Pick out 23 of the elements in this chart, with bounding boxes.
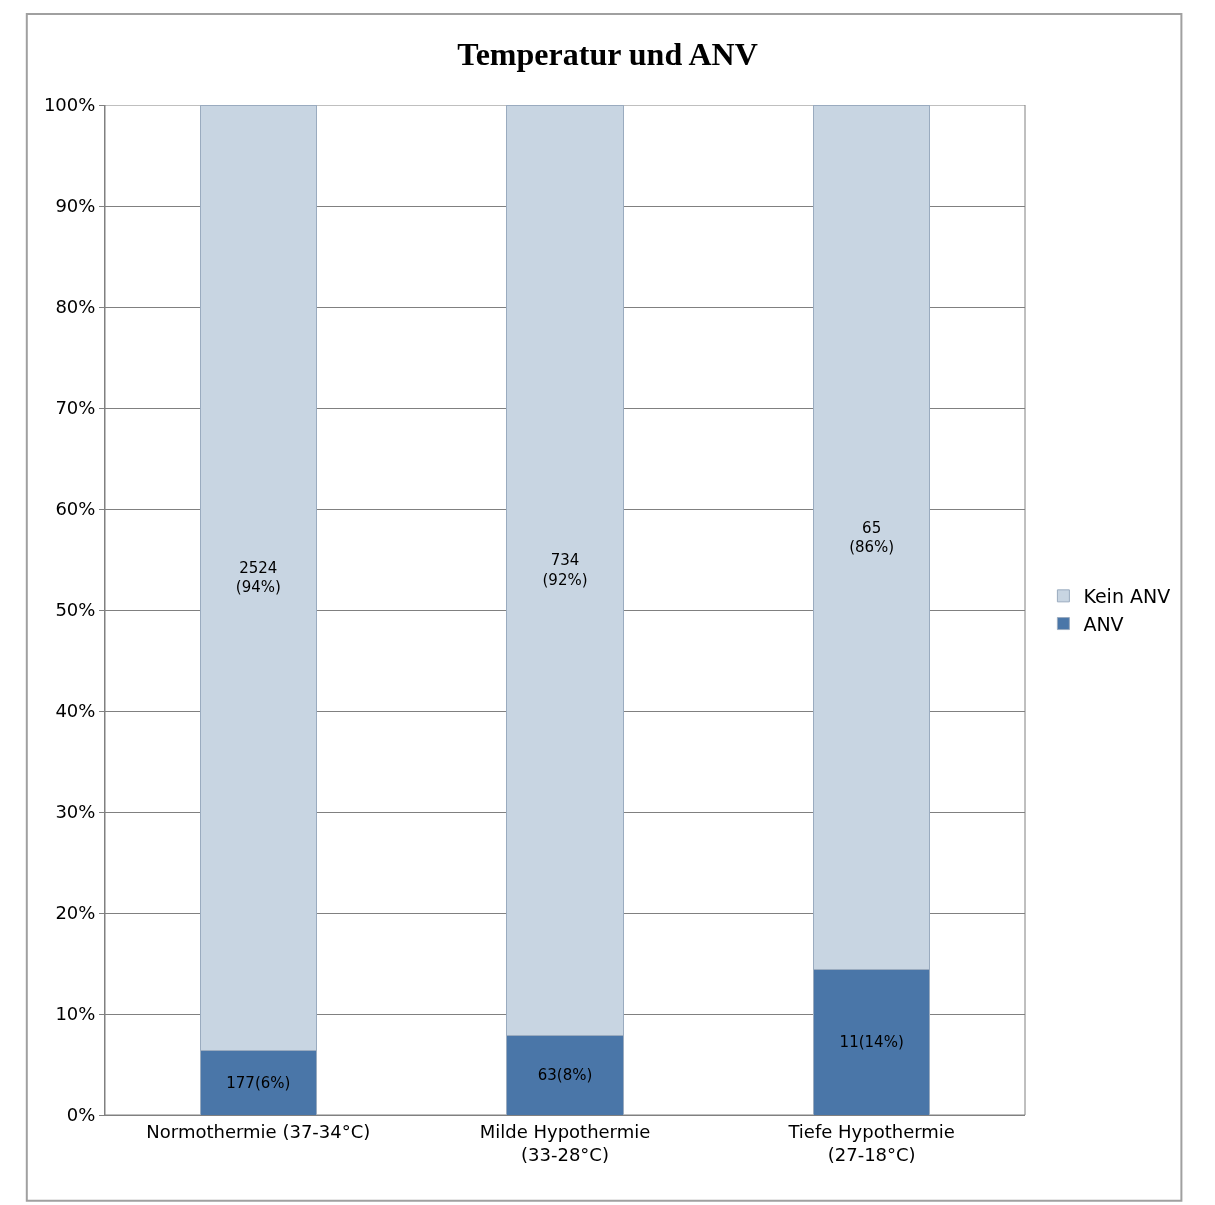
- y-tick-label: 40%: [55, 700, 96, 722]
- x-tick-label: Milde Hypothermie (33-28°C): [479, 1120, 651, 1165]
- data-label: 65 (86%): [849, 518, 895, 557]
- y-tick-label: 50%: [55, 599, 96, 621]
- data-label: 11(14%): [839, 1033, 904, 1052]
- legend-label: Kein ANV: [1083, 585, 1171, 608]
- x-tick-label: Normothermie (37-34°C): [146, 1120, 371, 1142]
- y-tick-label: 10%: [55, 1003, 96, 1025]
- data-label: 2524 (94%): [235, 558, 281, 597]
- data-label: 734 (92%): [542, 551, 588, 589]
- x-tick-label: Tiefe Hypothermie (27-18°C): [787, 1120, 955, 1165]
- y-tick-label: 0%: [66, 1104, 96, 1126]
- legend-label: ANV: [1083, 612, 1124, 635]
- data-label: 177(6%): [226, 1073, 291, 1092]
- y-tick-label: 100%: [43, 94, 96, 116]
- y-tick-label: 20%: [55, 902, 96, 924]
- y-tick-label: 80%: [55, 296, 96, 318]
- y-tick-label: 70%: [55, 397, 96, 419]
- y-tick-label: 90%: [55, 195, 96, 217]
- y-tick-label: 30%: [55, 801, 96, 823]
- data-label: 63(8%): [537, 1066, 593, 1085]
- y-tick-label: 60%: [55, 498, 96, 520]
- chart-title: Temperatur und ANV: [457, 35, 758, 72]
